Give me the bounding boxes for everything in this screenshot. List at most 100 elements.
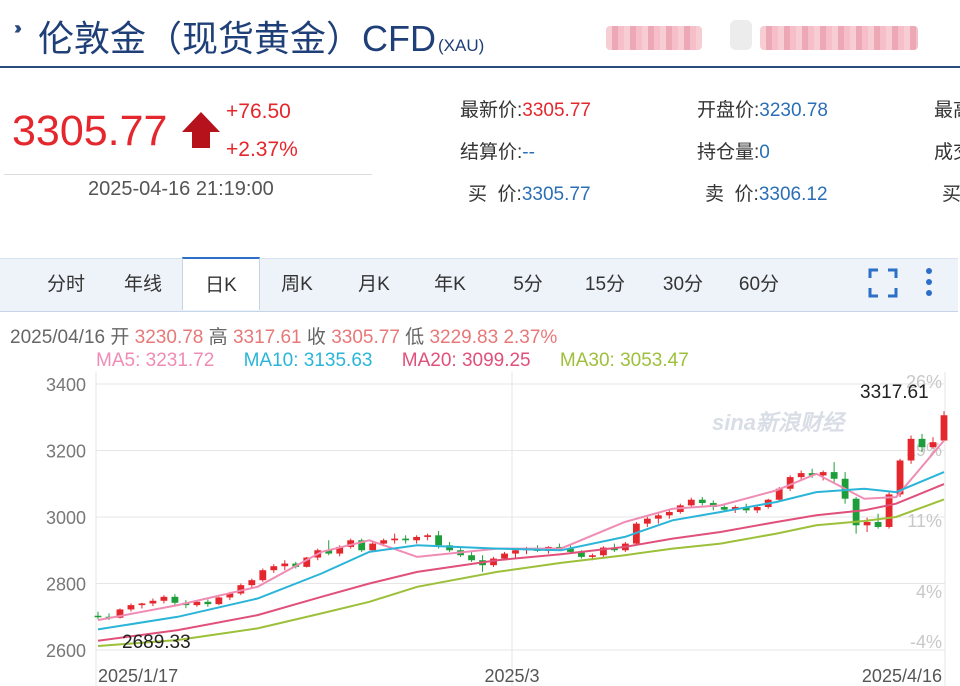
bar-info: 2025/04/16 开 3230.78 高 3317.61 收 3305.77… — [10, 322, 557, 349]
bar-date: 2025/04/16 — [10, 327, 106, 348]
field-label: 成交 — [934, 142, 960, 163]
open-value: 3230.78 — [134, 327, 204, 348]
candle-body — [874, 521, 882, 527]
field-label: 买 价: — [468, 184, 522, 205]
fullscreen-icon[interactable] — [868, 268, 898, 298]
candle-body — [347, 540, 355, 547]
ma10-label: MA10: 3135.63 — [243, 350, 373, 371]
period-tabs-bar — [0, 258, 958, 312]
page-header — [0, 0, 960, 68]
candle-body — [369, 543, 377, 551]
double-chevron-icon: ›› — [14, 18, 22, 38]
candle-body — [490, 558, 497, 566]
field-value: 0 — [759, 142, 770, 163]
sina-watermark: sina新浪财经 — [712, 410, 847, 435]
y-tick-label: 2800 — [46, 575, 86, 595]
tab-30min[interactable]: 30分 — [662, 274, 704, 295]
candle-body — [819, 472, 827, 476]
right-tick-label: 4% — [916, 582, 942, 602]
candle-body — [687, 499, 695, 506]
high-label: 高 — [208, 327, 228, 348]
close-value: 3305.77 — [331, 327, 400, 348]
y-tick-label: 3400 — [46, 375, 86, 395]
min-price-label: 2689.33 — [122, 632, 191, 653]
low-label: 低 — [405, 327, 425, 348]
candle-body — [193, 601, 201, 606]
tab-monthly-k[interactable]: 月K — [358, 274, 390, 295]
ma30-label: MA30: 3053.47 — [559, 350, 689, 371]
tab-weekly-k[interactable]: 周K — [281, 274, 313, 295]
y-tick-label: 3000 — [46, 508, 86, 528]
tab-15min[interactable]: 15分 — [584, 274, 626, 295]
open-label: 开 — [110, 327, 130, 348]
more-vertical-icon[interactable] — [922, 266, 936, 298]
tab-5min[interactable]: 5分 — [513, 274, 543, 295]
price-change-percent: +2.37% — [226, 138, 298, 161]
y-tick-label: 2600 — [46, 641, 86, 661]
redacted-block — [606, 26, 702, 50]
field-label: 最高 — [934, 100, 960, 121]
candle-body — [589, 555, 596, 557]
tab-intraday[interactable]: 分时 — [46, 274, 85, 295]
candle-body — [907, 438, 915, 461]
low-value: 3229.83 — [429, 327, 499, 348]
right-tick-label: -4% — [910, 632, 942, 652]
candle-body — [643, 518, 651, 524]
candle-body — [215, 597, 223, 605]
tab-daily-k[interactable]: 日K — [182, 257, 260, 310]
change-pct: 2.37% — [503, 327, 558, 348]
field-volume: 成交 — [934, 137, 960, 164]
candle-body — [303, 557, 311, 567]
right-tick-label: 26% — [906, 372, 942, 392]
redacted-icon — [730, 20, 752, 50]
candle-body — [698, 499, 706, 504]
candle-body — [501, 553, 508, 559]
candle-body — [380, 540, 388, 544]
divider — [4, 174, 372, 175]
candle-body — [160, 596, 168, 601]
field-value: -- — [522, 142, 535, 163]
candle-body — [149, 600, 157, 604]
y-tick-label: 3200 — [46, 442, 86, 462]
ma20-label: MA20: 3099.25 — [401, 350, 531, 371]
tab-yearline[interactable]: 年线 — [123, 274, 162, 295]
candle-body — [599, 547, 607, 556]
candle-body — [424, 535, 432, 537]
candle-body — [786, 477, 794, 489]
tab-yearly-k[interactable]: 年K — [434, 274, 466, 295]
field-label: 开盘价: — [697, 100, 760, 121]
candle-body — [775, 488, 783, 500]
tab-60min[interactable]: 60分 — [738, 274, 780, 295]
candle-body — [446, 545, 453, 551]
candle-body — [940, 415, 948, 441]
page-title: 伦敦金（现货黄金）CFD (XAU) — [38, 10, 484, 62]
field-ask: 卖 价:3306.12 — [705, 179, 828, 206]
candle-body — [578, 551, 585, 557]
price-change: +76.50 — [226, 100, 291, 123]
candle-body — [742, 507, 750, 511]
ma5-label: MA5: 3231.72 — [96, 350, 215, 371]
candle-body — [237, 585, 245, 594]
field-settlement: 结算价:-- — [460, 137, 535, 164]
candle-body — [918, 438, 926, 448]
close-label: 收 — [306, 327, 326, 348]
field-value: 3230.78 — [759, 100, 828, 121]
candle-body — [665, 512, 673, 516]
candle-body — [358, 540, 366, 551]
candle-body — [116, 609, 124, 618]
ma-line-ma10 — [97, 471, 945, 631]
candle-body — [259, 570, 267, 581]
candle-body — [654, 515, 662, 519]
candle-body — [512, 550, 519, 554]
instrument-code: (XAU) — [438, 36, 485, 55]
candle-body — [567, 548, 574, 552]
candle-body — [896, 460, 904, 495]
candle-body — [885, 494, 893, 527]
candle-body — [270, 566, 278, 571]
field-value: 3305.77 — [522, 100, 591, 121]
candle-body — [413, 536, 421, 541]
field-value: 3306.12 — [758, 184, 828, 205]
candle-body — [929, 442, 937, 448]
candle-body — [863, 521, 871, 526]
